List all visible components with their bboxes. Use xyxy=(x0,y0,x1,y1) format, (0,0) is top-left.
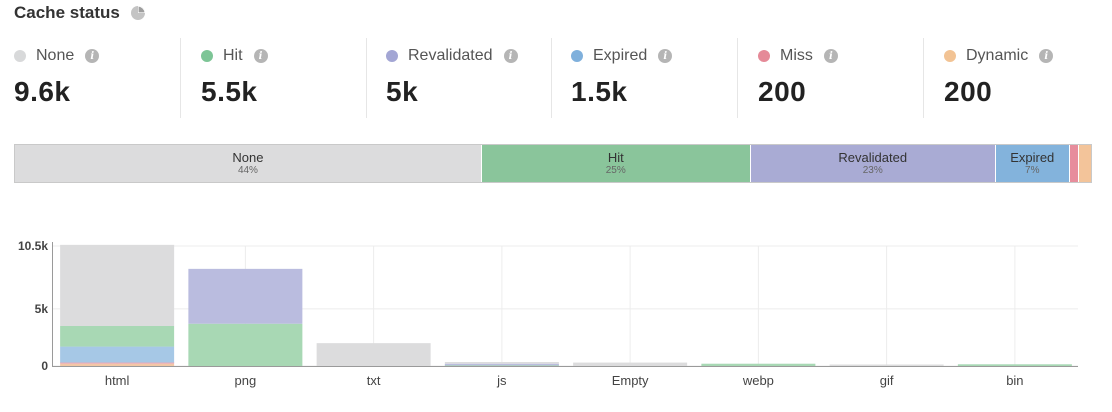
bar-bin-hit[interactable] xyxy=(957,364,1072,366)
info-icon[interactable]: i xyxy=(1039,49,1054,63)
x-tick-label: html xyxy=(105,373,130,388)
metric-expired: Expired i 1.5k xyxy=(551,38,737,118)
metric-label: Revalidated xyxy=(408,47,493,64)
distribution-segment-expired[interactable]: Expired 7% xyxy=(995,145,1070,182)
metric-value: 1.5k xyxy=(571,76,628,107)
metric-hit: Hit i 5.5k xyxy=(180,38,366,118)
info-icon[interactable]: i xyxy=(503,49,518,63)
metric-value: 5.5k xyxy=(201,76,258,107)
segment-label: Expired xyxy=(1010,150,1055,165)
distribution-segment-revalidated[interactable]: Revalidated 23% xyxy=(750,145,996,182)
bar-html-dynamic[interactable] xyxy=(60,363,175,366)
segment-label: Hit xyxy=(607,150,624,165)
metric-label: Hit xyxy=(223,47,243,64)
y-tick-label: 5k xyxy=(35,302,49,316)
info-icon[interactable]: i xyxy=(253,49,268,63)
x-tick-label: Empty xyxy=(612,373,649,388)
bar-js-none[interactable] xyxy=(444,362,559,364)
info-icon[interactable]: i xyxy=(823,49,838,63)
metric-label: Expired xyxy=(593,47,648,64)
legend-dot xyxy=(758,50,770,62)
metric-label: Dynamic xyxy=(966,47,1029,64)
legend-dot xyxy=(944,50,956,62)
segment-percent: 44% xyxy=(237,165,258,176)
metric-label: None xyxy=(36,47,75,64)
bar-html-miss[interactable] xyxy=(60,362,175,364)
segment-label: None xyxy=(232,150,264,165)
page-title: Cache status xyxy=(14,3,120,22)
legend-dot xyxy=(571,50,583,62)
info-icon[interactable]: i xyxy=(85,49,100,63)
metric-revalidated: Revalidated i 5k xyxy=(366,38,551,118)
x-tick-label: png xyxy=(235,373,257,388)
x-tick-label: js xyxy=(496,373,507,388)
segment-percent: 7% xyxy=(1025,165,1040,176)
bar-js-revalidated[interactable] xyxy=(444,363,559,366)
y-tick-label: 0 xyxy=(41,359,48,373)
legend-dot xyxy=(201,50,213,62)
x-tick-label: gif xyxy=(880,373,894,388)
card-header: Cache status xyxy=(14,3,146,23)
bar-empty-none[interactable] xyxy=(573,362,688,366)
bar-gif-none[interactable] xyxy=(829,364,944,367)
bar-html-hit[interactable] xyxy=(60,326,175,347)
info-icon[interactable]: i xyxy=(658,49,673,63)
metric-value: 9.6k xyxy=(14,76,71,107)
metrics-row: None i 9.6k Hit i 5.5k Revalidated i 5k … xyxy=(0,38,1112,118)
y-tick-label: 10.5k xyxy=(18,239,48,253)
metric-value: 200 xyxy=(944,76,993,107)
legend-dot xyxy=(386,50,398,62)
metric-label: Miss xyxy=(780,47,813,64)
x-tick-label: webp xyxy=(742,373,774,388)
bar-html-none[interactable] xyxy=(60,244,175,326)
bar-png-hit[interactable] xyxy=(188,323,303,366)
stacked-bar-chart: 0 5k 10.5k html png txt js Empty webp gif bin xyxy=(18,239,1078,388)
metric-none: None i 9.6k xyxy=(0,38,180,118)
pie-chart-icon[interactable] xyxy=(130,5,146,21)
distribution-segment-segment-5[interactable] xyxy=(1079,145,1091,182)
bar-html-expired[interactable] xyxy=(60,346,175,363)
x-tick-label: bin xyxy=(1006,373,1023,388)
segment-percent: 25% xyxy=(605,165,626,176)
legend-dot xyxy=(14,50,26,62)
distribution-segment-hit[interactable]: Hit 25% xyxy=(481,145,751,182)
bar-webp-hit[interactable] xyxy=(701,363,816,366)
x-tick-label: txt xyxy=(367,373,381,388)
metric-miss: Miss i 200 xyxy=(737,38,923,118)
metric-value: 5k xyxy=(386,76,419,107)
segment-label: Revalidated xyxy=(838,150,908,165)
distribution-segment-segment-4[interactable] xyxy=(1069,145,1080,182)
metric-value: 200 xyxy=(758,76,807,107)
segment-percent: 23% xyxy=(862,165,883,176)
distribution-segment-none[interactable]: None 44% xyxy=(15,145,482,182)
metric-dynamic: Dynamic i 200 xyxy=(923,38,1112,118)
bar-txt-none[interactable] xyxy=(316,343,431,366)
distribution-bar: None 44% Hit 25% Revalidated 23% Expired 7% xyxy=(14,144,1092,183)
bar-png-revalidated[interactable] xyxy=(188,268,303,324)
